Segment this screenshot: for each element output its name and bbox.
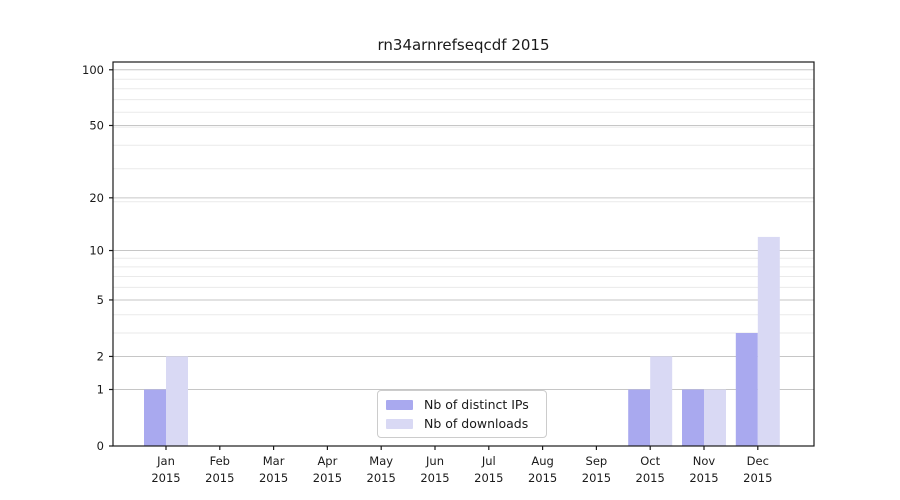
x-tick-label: Mar 2015 [259,454,288,485]
y-tick-label: 1 [97,382,104,396]
bar-distinct-ips-oct-2015 [628,389,651,446]
legend-entry-distinct-ips: Nb of distinct IPs [386,397,546,413]
bar-downloads-dec-2015 [757,236,780,446]
x-tick-label: Dec 2015 [743,454,772,485]
x-tick-label: Nov 2015 [689,454,718,485]
y-tick-label: 10 [89,244,104,258]
bar-distinct-ips-jan-2015 [144,389,166,446]
bar-downloads-nov-2015 [704,389,726,446]
plot-border [112,61,815,447]
legend-swatch-downloads [386,418,413,429]
legend-entry-downloads: Nb of downloads [386,416,546,432]
y-tick-label: 0 [97,439,104,453]
legend: Nb of distinct IPs Nb of downloads [377,390,547,438]
y-tick-label: 50 [89,118,104,132]
bar-distinct-ips-nov-2015 [682,389,704,446]
bar-downloads-jan-2015 [166,356,188,446]
x-tick-label: Sep 2015 [582,454,611,485]
x-tick-label: Aug 2015 [528,454,557,485]
y-tick-label: 20 [89,191,104,205]
chart-title: rn34arnrefseqcdf 2015 [377,36,550,54]
legend-label-downloads: Nb of downloads [424,416,529,431]
y-tick-label: 5 [97,293,104,307]
bar-distinct-ips-dec-2015 [735,332,758,446]
x-tick-label: Oct 2015 [636,454,665,485]
x-tick-label: Apr 2015 [313,454,342,485]
x-tick-label: Feb 2015 [205,454,234,485]
x-tick-label: May 2015 [367,454,396,485]
x-tick-label: Jan 2015 [151,454,180,485]
bar-downloads-oct-2015 [650,356,673,446]
y-tick-label: 100 [82,63,104,77]
legend-label-distinct-ips: Nb of distinct IPs [424,397,529,412]
legend-swatch-distinct-ips [386,399,413,410]
x-tick-label: Jun 2015 [420,454,449,485]
y-tick-label: 2 [97,349,104,363]
x-tick-label: Jul 2015 [474,454,503,485]
